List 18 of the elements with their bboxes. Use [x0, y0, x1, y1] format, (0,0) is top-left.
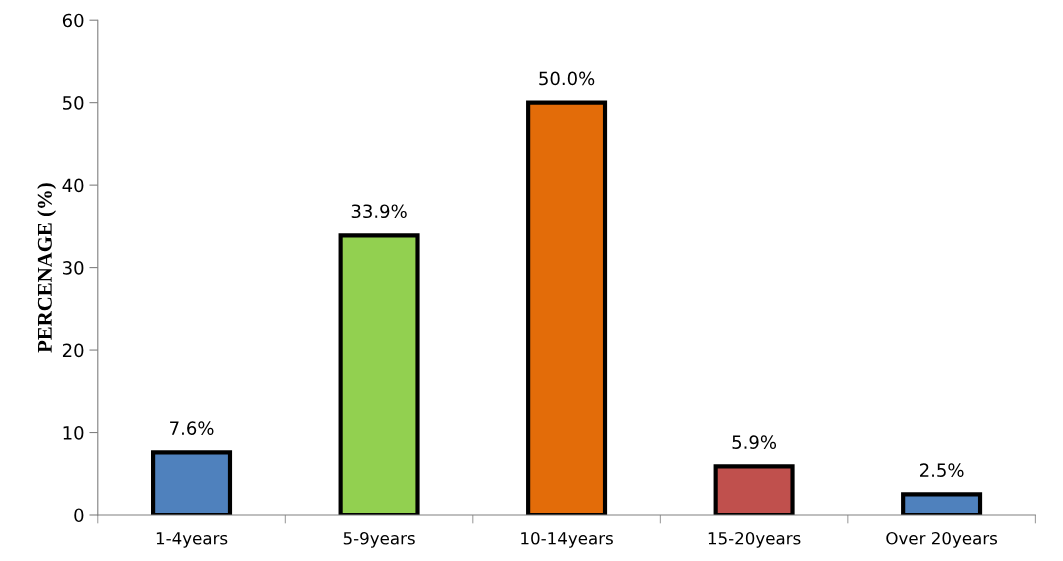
data-label: 50.0% — [539, 71, 595, 86]
y-tick-label: 30 — [63, 261, 84, 275]
x-tick-label: 15-20years — [708, 531, 801, 548]
y-tick-label: 40 — [62, 178, 84, 193]
y-tick-label: 50 — [63, 96, 84, 110]
data-label: 7.6% — [170, 421, 214, 435]
x-tick-label: 10-14years — [521, 531, 613, 548]
y-tick-label: 0 — [74, 508, 84, 523]
y-tick-label: 20 — [62, 343, 84, 358]
data-label: 33.9% — [351, 204, 407, 219]
x-tick-label: 5-9years — [343, 531, 415, 548]
y-tick-label: 10 — [63, 425, 84, 440]
data-label: 2.5% — [919, 463, 964, 477]
data-label: 5.9% — [732, 435, 777, 449]
y-axis-title: PERCENAGE (%) — [37, 183, 57, 353]
x-tick-label: Over 20years — [886, 531, 998, 548]
y-tick-label: 60 — [62, 13, 84, 28]
x-tick-label: 1-4years — [156, 532, 228, 548]
